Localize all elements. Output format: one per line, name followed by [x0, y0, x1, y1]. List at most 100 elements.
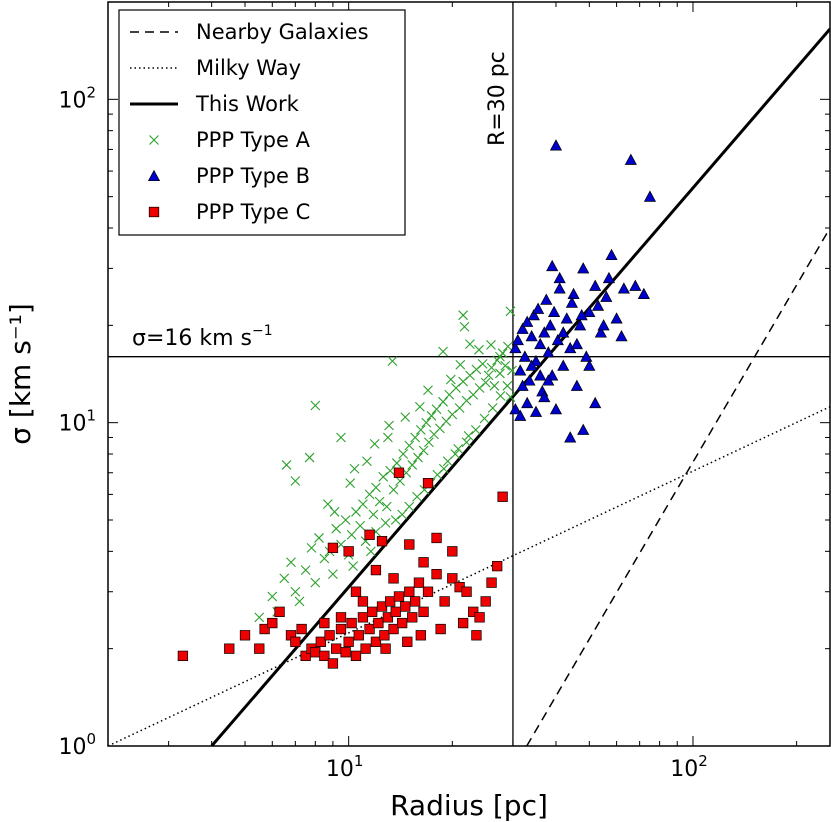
data-point [346, 529, 357, 540]
tick-label-exponent: 2 [698, 752, 708, 770]
tick-label-exponent: 1 [86, 407, 96, 425]
data-point [374, 496, 385, 507]
data-point [362, 456, 372, 467]
data-point [349, 463, 360, 474]
data-point [422, 478, 434, 489]
data-point [365, 546, 376, 557]
tick-label-exponent: 1 [354, 752, 364, 770]
tick-label-base: 10 [58, 88, 86, 113]
data-point [495, 391, 506, 401]
data-point [438, 346, 448, 357]
data-point [402, 636, 413, 647]
plot-frame [107, 1, 831, 747]
data-point [418, 557, 429, 568]
data-point [527, 308, 540, 321]
data-point [310, 400, 321, 411]
data-point [487, 403, 498, 413]
data-point [534, 369, 547, 381]
data-point [511, 333, 524, 346]
tick-label-base: 10 [58, 735, 86, 760]
horizontal-line-label: σ=16 km s−1 [132, 323, 273, 351]
data-point [357, 596, 369, 607]
data-point [507, 365, 517, 376]
legend-entry-milky-way: Milky Way [130, 56, 301, 80]
data-point [415, 424, 426, 435]
data-point [458, 310, 469, 321]
data-point [400, 412, 411, 423]
data-point [465, 339, 475, 349]
data-point [495, 351, 505, 362]
data-point [366, 606, 378, 617]
data-point [565, 296, 578, 308]
data-point [310, 647, 321, 658]
data-point [546, 259, 559, 272]
data-point [525, 359, 538, 371]
data-point [388, 573, 399, 584]
data-point [538, 326, 551, 338]
data-point [557, 359, 570, 371]
data-point [457, 617, 469, 629]
data-point [274, 606, 285, 617]
data-point [368, 509, 379, 520]
data-point [373, 617, 384, 629]
data-point [549, 139, 563, 151]
data-point [438, 396, 448, 407]
tick-label-base: 10 [670, 757, 698, 782]
data-point [505, 392, 516, 402]
points-layer [177, 139, 657, 669]
x-tick-label: 102 [670, 752, 708, 782]
data-point [388, 484, 399, 495]
data-point [426, 410, 437, 421]
reference-lines-layer [108, 2, 830, 746]
data-point [591, 299, 605, 311]
data-point [480, 596, 491, 607]
data-point [404, 440, 415, 451]
data-point [492, 560, 503, 572]
data-point [577, 262, 590, 274]
data-point [384, 420, 394, 431]
data-point [177, 650, 189, 662]
data-point [424, 437, 434, 448]
data-point [267, 591, 278, 602]
data-point [410, 596, 421, 607]
data-point [570, 379, 583, 391]
data-point [281, 460, 292, 470]
data-point [380, 517, 391, 528]
legend-entry-this-work: This Work [130, 92, 300, 116]
data-point [322, 499, 333, 509]
legend-label: Nearby Galaxies [196, 20, 369, 44]
data-point [279, 573, 290, 584]
data-point [331, 643, 342, 654]
data-point [319, 650, 330, 662]
data-point [393, 467, 405, 478]
y-tick-label: 102 [58, 83, 96, 113]
data-point [567, 287, 580, 300]
data-point [514, 409, 527, 421]
data-point [486, 577, 497, 588]
data-point [597, 319, 610, 331]
tick-label-base: 10 [58, 412, 86, 437]
data-point [224, 643, 235, 654]
data-point [505, 306, 516, 317]
data-point [497, 491, 508, 502]
data-point [643, 190, 657, 202]
data-point [495, 368, 505, 379]
x-tick-label: 101 [326, 752, 364, 782]
data-point [259, 623, 270, 635]
line-nearby-galaxies [526, 227, 830, 746]
data-point [602, 271, 616, 284]
data-point [296, 623, 307, 635]
data-point [474, 344, 484, 355]
data-point [397, 617, 408, 629]
data-point [594, 326, 607, 338]
data-point [379, 630, 390, 641]
data-point [340, 515, 351, 525]
data-point [324, 630, 335, 641]
data-point [254, 643, 265, 654]
data-point [453, 443, 464, 454]
data-point [371, 482, 381, 493]
data-point [474, 612, 485, 623]
legend-entry-nearby-galaxies: Nearby Galaxies [130, 20, 369, 44]
data-point [239, 630, 251, 641]
